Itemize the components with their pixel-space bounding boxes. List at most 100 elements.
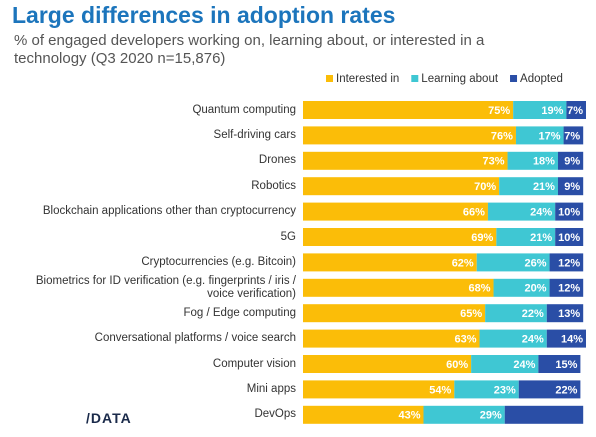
legend-swatch: [510, 75, 518, 82]
value-label: 66%: [463, 207, 485, 219]
legend-label: Adopted: [520, 73, 563, 85]
bar-segment: [303, 202, 488, 221]
value-label: 75%: [488, 105, 510, 117]
logo: /DATA: [86, 410, 132, 426]
value-label: 70%: [474, 181, 496, 193]
bar-segment: [538, 355, 581, 373]
value-label: 21%: [533, 181, 555, 193]
bar-segment: [423, 405, 505, 424]
category-label: Fog / Edge computing: [183, 306, 296, 319]
bar-segment: [303, 380, 455, 399]
value-label: 60%: [446, 359, 468, 371]
value-label: 22%: [555, 384, 577, 396]
bar-segment: [479, 329, 547, 348]
bar-segment: [546, 304, 584, 323]
value-label: 19%: [541, 105, 563, 117]
bar-segment: [487, 202, 556, 221]
value-label: 24%: [513, 359, 535, 371]
legend-swatch: [411, 75, 419, 82]
category-label: Quantum computing: [192, 103, 296, 116]
category-label: 5G: [280, 230, 296, 243]
legend-label: Learning about: [421, 73, 499, 85]
bar-segment: [303, 228, 497, 246]
value-label: 24%: [522, 334, 544, 346]
value-label: 13%: [558, 308, 580, 320]
bar-segment: [546, 329, 586, 348]
value-label: 12%: [558, 257, 580, 269]
bar-segment: [303, 405, 424, 424]
chart-title: Large differences in adoption rates: [12, 2, 396, 28]
bar-segment: [303, 101, 514, 119]
value-label: 7%: [567, 105, 583, 117]
category-label: Computer vision: [212, 357, 296, 370]
value-label: 26%: [525, 257, 547, 269]
bar-segment: [549, 278, 584, 297]
bar-segment: [303, 253, 477, 272]
bar-segment: [303, 304, 486, 323]
value-label: 68%: [469, 283, 491, 295]
value-label: 76%: [491, 130, 513, 142]
bar-segment: [513, 101, 567, 119]
value-label: 29%: [480, 410, 502, 422]
bar-segment: [471, 355, 539, 373]
value-label: 22%: [522, 308, 544, 320]
bar-segment: [566, 101, 586, 119]
value-label: 23%: [494, 384, 516, 396]
value-label: 15%: [555, 359, 577, 371]
value-label: 12%: [558, 283, 580, 295]
value-label: 10%: [558, 232, 580, 244]
bar-segment: [303, 278, 494, 297]
bar-segment: [485, 304, 547, 323]
value-label: 54%: [429, 384, 451, 396]
bar-segment: [476, 253, 550, 272]
bar-segment: [303, 177, 500, 196]
bar-segment: [555, 202, 584, 221]
value-label: 24%: [530, 207, 552, 219]
category-label: Self-driving cars: [213, 128, 296, 141]
value-label: 21%: [530, 232, 552, 244]
bar-segment: [499, 177, 558, 196]
bar-segment: [515, 126, 564, 145]
value-label: 9%: [564, 156, 580, 168]
legend-label: Interested in: [336, 73, 399, 85]
bar-segment: [557, 177, 584, 196]
bar-segment: [504, 405, 584, 424]
category-label: Robotics: [251, 179, 296, 192]
category-label: Drones: [258, 154, 296, 167]
value-label: 14%: [561, 334, 583, 346]
bar-segment: [557, 151, 584, 170]
value-label: 69%: [471, 232, 493, 244]
category-label: Cryptocurrencies (e.g. Bitcoin): [141, 255, 296, 268]
value-label: 17%: [539, 130, 561, 142]
value-label: 62%: [452, 257, 474, 269]
bar-segment: [496, 228, 556, 246]
value-label: 10%: [558, 207, 580, 219]
value-label: 20%: [525, 283, 547, 295]
bar-segment: [563, 126, 584, 145]
chart-subtitle: % of engaged developers working on, lear…: [14, 32, 485, 67]
bar-segment: [303, 355, 472, 373]
value-label: 73%: [483, 156, 505, 168]
value-label: 18%: [533, 156, 555, 168]
category-label: Blockchain applications other than crypt…: [42, 205, 296, 218]
bar-segment: [518, 380, 581, 399]
value-label: 7%: [564, 130, 580, 142]
value-label: 63%: [454, 334, 476, 346]
bar-segment: [507, 151, 558, 170]
category-label: Conversational platforms / voice search: [94, 332, 296, 345]
bar-segment: [549, 253, 584, 272]
value-label: 9%: [564, 181, 580, 193]
category-label: Mini apps: [246, 382, 296, 395]
value-label: 43%: [398, 410, 420, 422]
value-label: 65%: [460, 308, 482, 320]
category-label: DevOps: [254, 408, 296, 421]
category-label: Biometrics for ID verification (e.g. fin…: [35, 274, 296, 300]
bar-segment: [493, 278, 550, 297]
bar-segment: [454, 380, 519, 399]
bar-segment: [303, 329, 480, 348]
bar-segment: [303, 126, 516, 145]
bar-segment: [303, 151, 508, 170]
bar-segment: [555, 228, 584, 246]
